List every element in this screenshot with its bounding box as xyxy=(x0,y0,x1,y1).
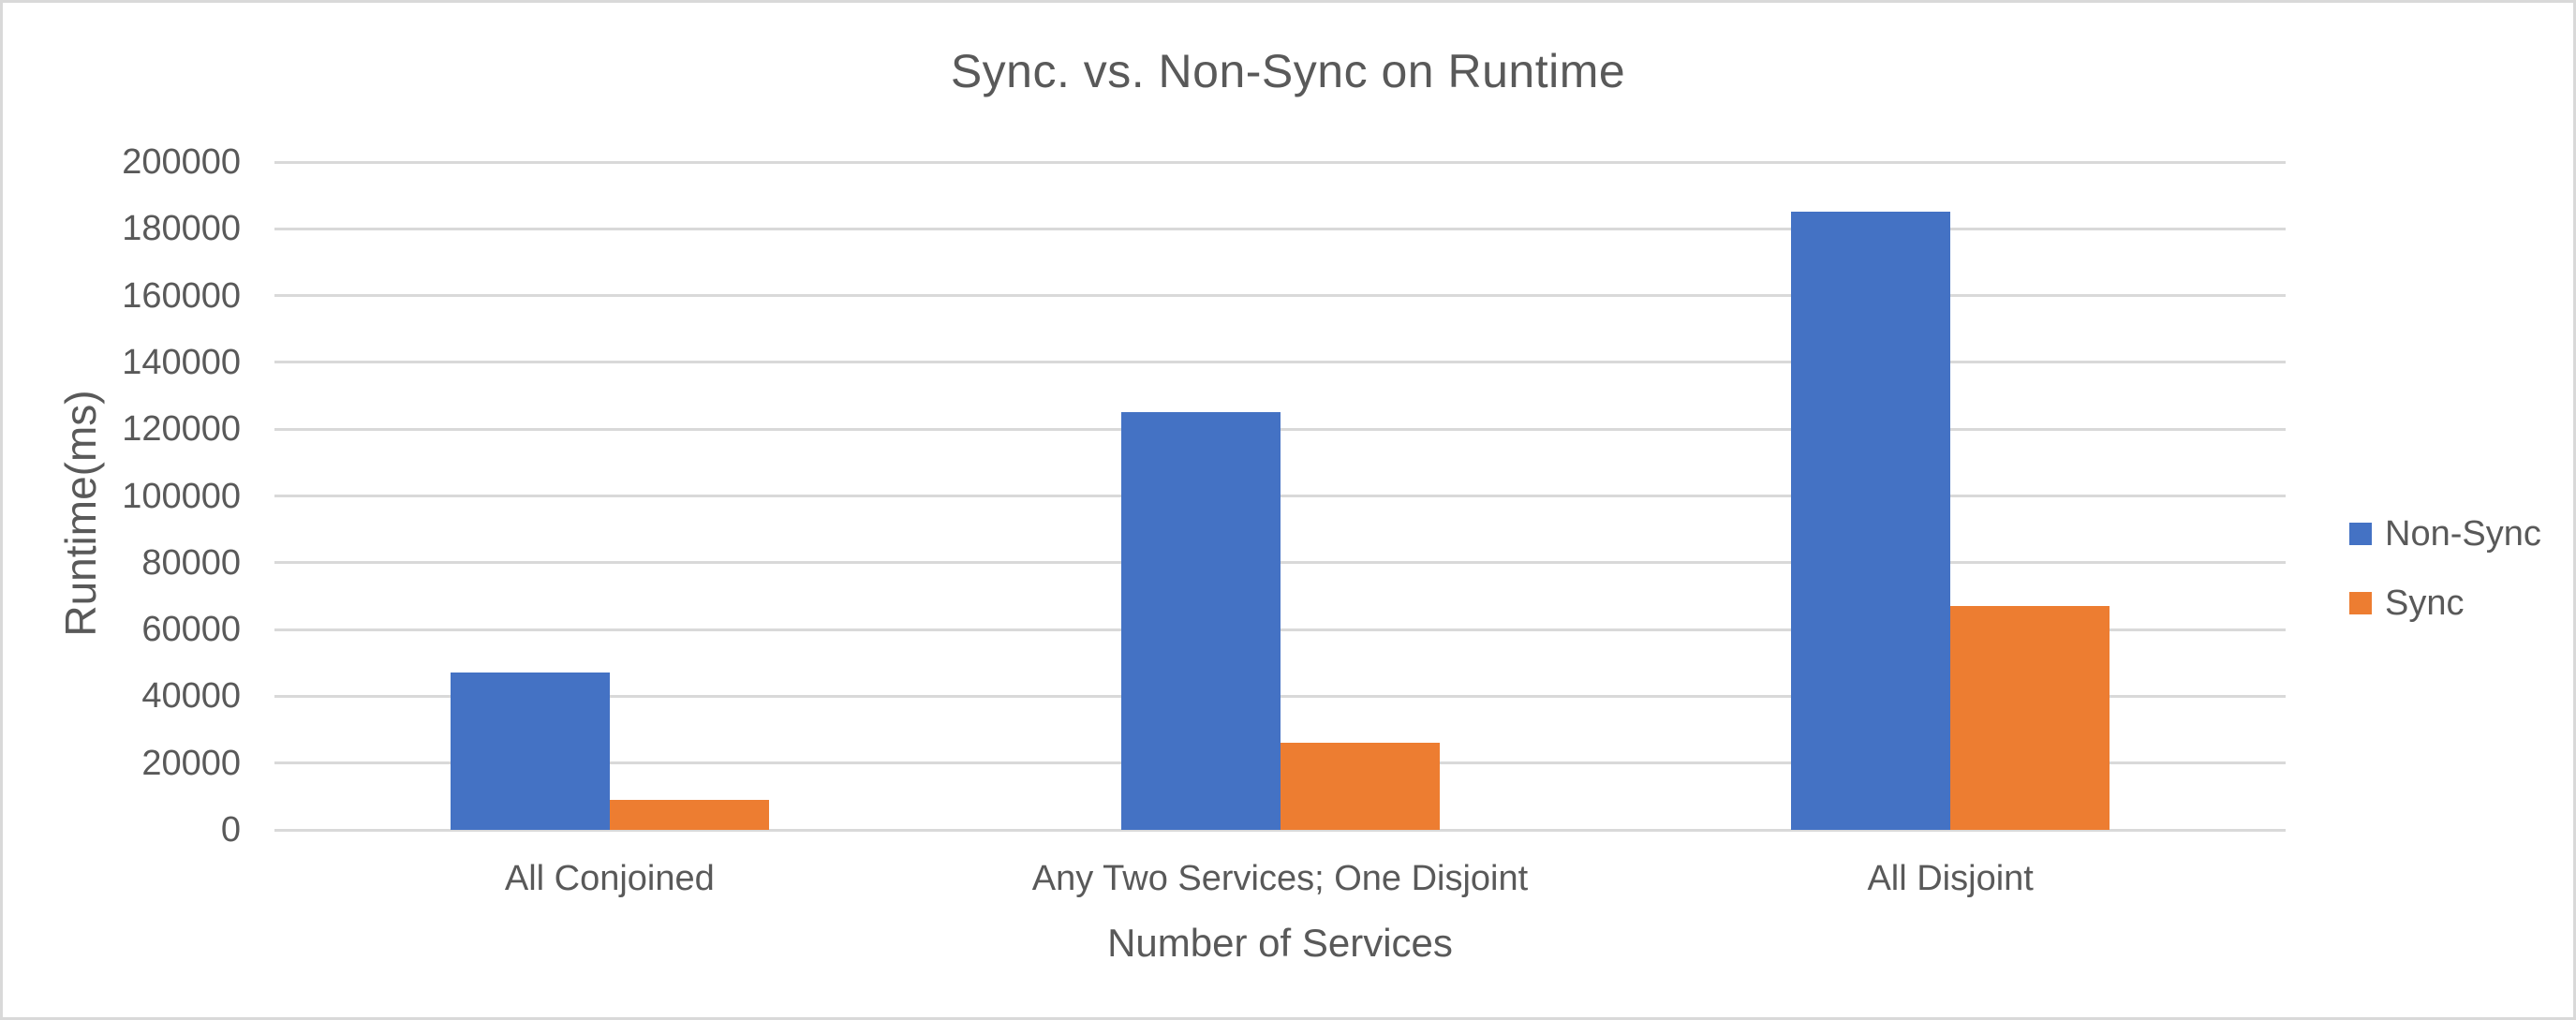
legend-item-sync: Sync xyxy=(2349,583,2541,623)
y-axis-tick-label-0: 0 xyxy=(220,810,241,850)
gridline-0 xyxy=(274,828,2286,832)
bar-sync-any-two-services-one-disjoint xyxy=(1280,743,1440,830)
gridline-200000 xyxy=(274,160,2286,164)
gridline-160000 xyxy=(274,294,2286,298)
legend-label-sync: Sync xyxy=(2385,583,2465,623)
y-axis-tick-label-180000: 180000 xyxy=(122,209,241,249)
gridline-100000 xyxy=(274,495,2286,497)
bar-non-sync-all-disjoint xyxy=(1791,212,1951,830)
y-axis-tick-label-160000: 160000 xyxy=(122,275,241,316)
y-axis-tick-label-20000: 20000 xyxy=(141,743,241,783)
bar-non-sync-all-conjoined xyxy=(450,673,610,830)
gridline-80000 xyxy=(274,561,2286,565)
gridline-40000 xyxy=(274,694,2286,698)
y-axis-tick-label-80000: 80000 xyxy=(141,542,241,583)
legend: Non-Sync Sync xyxy=(2349,513,2541,654)
gridline-120000 xyxy=(274,427,2286,431)
chart-title: Sync. vs. Non-Sync on Runtime xyxy=(950,45,1626,97)
bar-non-sync-any-two-services-one-disjoint xyxy=(1120,412,1281,830)
x-axis-title: Number of Services xyxy=(1107,921,1453,965)
legend-label-non-sync: Non-Sync xyxy=(2385,513,2541,554)
y-axis-tick-label-140000: 140000 xyxy=(122,342,241,382)
gridline-60000 xyxy=(274,628,2286,631)
y-axis-tick-label-100000: 100000 xyxy=(122,476,241,516)
y-axis-tick-label-200000: 200000 xyxy=(122,142,241,182)
plot-area xyxy=(274,160,2286,832)
gridline-140000 xyxy=(274,361,2286,364)
y-axis-tick-label-60000: 60000 xyxy=(141,610,241,650)
legend-item-non-sync: Non-Sync xyxy=(2349,513,2541,554)
bar-sync-all-conjoined xyxy=(609,799,769,830)
legend-swatch-non-sync xyxy=(2349,523,2372,545)
legend-swatch-sync xyxy=(2349,592,2372,614)
y-axis-tick-label-40000: 40000 xyxy=(141,676,241,717)
bar-sync-all-disjoint xyxy=(1950,606,2110,830)
y-axis-tick-label-120000: 120000 xyxy=(122,409,241,450)
x-axis-tick-label-all-disjoint: All Disjoint xyxy=(1867,859,2034,898)
x-axis-tick-label-any-two-services-one-disjoint: Any Two Services; One Disjoint xyxy=(1031,859,1529,898)
gridline-180000 xyxy=(274,227,2286,230)
x-axis-tick-label-all-conjoined: All Conjoined xyxy=(504,859,715,898)
